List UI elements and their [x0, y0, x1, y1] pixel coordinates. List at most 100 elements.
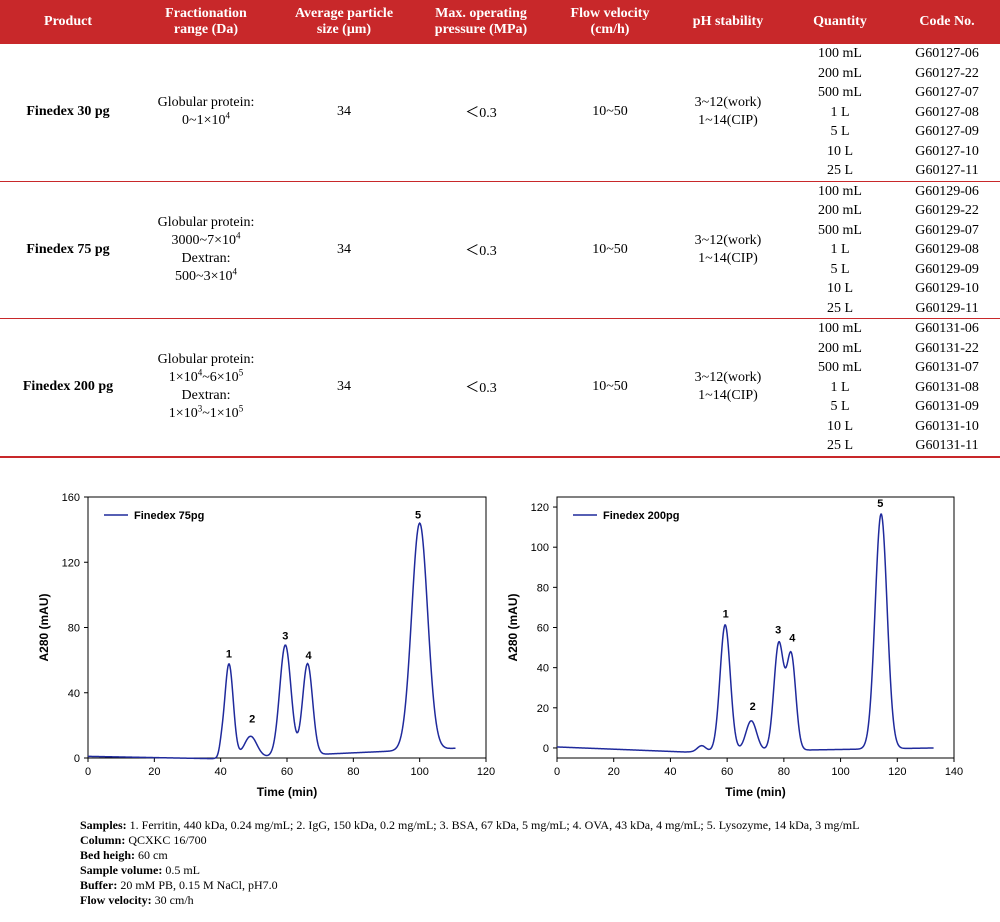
code-list: G60131-06 G60131-22 G60131-07 G60131-08 G601…	[894, 318, 1000, 458]
code-item: G60131-11	[915, 438, 979, 453]
note-value: 30 cm/h	[151, 893, 194, 907]
peak-label: 1	[226, 648, 232, 660]
note-label: Flow velocity:	[80, 893, 152, 907]
peak-label: 5	[877, 498, 883, 510]
x-tick-label: 40	[664, 766, 676, 778]
header-line: Average particle	[294, 6, 394, 21]
range-line: Globular protein:	[157, 214, 255, 230]
product-spec-table: Product Fractionation range (Da) Average …	[0, 0, 1000, 458]
quantity-item: 5 L	[830, 261, 850, 277]
x-tick-label: 100	[831, 766, 849, 778]
product-group: Finedex 30 pg Globular protein: 0~1×104 34 ＜…	[0, 44, 1000, 182]
code-item: G60127-10	[915, 143, 979, 159]
quantity-item: 1 L	[830, 104, 850, 120]
header-particle-size: Average particle size (μm)	[276, 0, 412, 44]
quantity-item: 10 L	[826, 281, 854, 296]
ph-line: 1~14(CIP)	[698, 388, 758, 404]
note-value: 0.5 mL	[162, 863, 201, 877]
code-item: G60131-07	[915, 360, 979, 375]
header-line: range (Da)	[173, 22, 239, 37]
range-line: Globular protein:	[157, 95, 255, 111]
quantity-item: 10 L	[826, 418, 854, 434]
peak-label: 3	[775, 625, 781, 637]
code-item: G60127-08	[915, 104, 979, 120]
code-item: G60129-08	[915, 242, 979, 257]
product-group: Finedex 75 pg Globular protein: 3000~7×104…	[0, 181, 1000, 319]
header-max-pressure: Max. operating pressure (MPa)	[412, 0, 550, 44]
flow-velocity: 10~50	[550, 318, 670, 458]
header-line: Flow velocity	[570, 6, 650, 21]
code-item: G60129-10	[915, 281, 979, 296]
header-line: size (μm)	[316, 22, 372, 37]
code-item: G60129-07	[915, 222, 979, 238]
note-label: Buffer:	[80, 878, 118, 892]
product-name: Finedex 30 pg	[0, 44, 136, 182]
header-product: Product	[0, 0, 136, 44]
code-item: G60131-10	[915, 418, 979, 434]
range-line: 1×103~1×105	[168, 403, 244, 422]
header-flow-velocity: Flow velocity (cm/h)	[550, 0, 670, 44]
table-header-row: Product Fractionation range (Da) Average …	[0, 0, 1000, 44]
x-tick-label: 140	[945, 766, 963, 778]
code-item: G60127-07	[915, 85, 979, 100]
note-label: Sample volume:	[80, 863, 163, 877]
note-value: 60 cm	[135, 848, 168, 862]
flow-velocity: 10~50	[550, 44, 670, 182]
max-pressure: ＜0.3	[412, 181, 550, 319]
peak-label: 2	[750, 701, 756, 713]
y-tick-label: 40	[537, 663, 549, 675]
quantity-item: 100 mL	[818, 321, 862, 336]
range-line: 0~1×104	[182, 110, 230, 129]
code-item: G60131-08	[915, 379, 979, 395]
code-item: G60127-06	[915, 46, 979, 61]
x-tick-label: 0	[554, 766, 560, 778]
max-pressure: ＜0.3	[412, 44, 550, 182]
chromatogram-trace	[87, 521, 456, 760]
ph-line: 3~12(work)	[694, 370, 762, 386]
y-tick-label: 100	[531, 542, 549, 554]
note-line: Samples: 1. Ferritin, 440 kDa, 0.24 mg/m…	[80, 818, 859, 833]
x-tick-label: 60	[281, 766, 293, 778]
code-item: G60131-22	[915, 340, 979, 356]
y-tick-label: 120	[531, 502, 549, 514]
x-tick-label: 100	[410, 766, 428, 778]
legend-label: Finedex 200pg	[603, 510, 679, 522]
chromatogram-finedex-75pg: 0 20 40 60 80 100 120 0 40 80 120 160 Time (min) A280…	[37, 492, 495, 799]
header-ph-stability: pH stability	[670, 0, 786, 44]
ph-stability: 3~12(work) 1~14(CIP)	[670, 181, 786, 319]
ph-stability: 3~12(work) 1~14(CIP)	[670, 44, 786, 182]
x-tick-label: 120	[888, 766, 906, 778]
x-tick-label: 40	[215, 766, 227, 778]
header-code-no: Code No.	[894, 0, 1000, 44]
experiment-notes: Samples: 1. Ferritin, 440 kDa, 0.24 mg/m…	[80, 818, 859, 908]
quantity-item: 5 L	[830, 124, 850, 139]
x-tick-label: 120	[477, 766, 495, 778]
quantity-item: 1 L	[830, 242, 850, 257]
ph-line: 1~14(CIP)	[698, 113, 758, 129]
peak-label: 4	[305, 650, 312, 662]
code-item: G60127-22	[915, 65, 979, 81]
header-line: (cm/h)	[590, 22, 630, 37]
y-tick-label: 0	[543, 743, 549, 755]
fractionation-range: Globular protein: 0~1×104	[136, 44, 276, 182]
fractionation-range: Globular protein: 1×104~6×105 Dextran: 1×10…	[136, 318, 276, 458]
x-tick-label: 0	[85, 766, 91, 778]
header-fractionation-range: Fractionation range (Da)	[136, 0, 276, 44]
quantity-item: 500 mL	[818, 85, 862, 100]
header-line: pressure (MPa)	[434, 22, 528, 37]
chromatogram-trace	[556, 513, 934, 753]
table-row: Finedex 200 pg Globular protein: 1×104~6×1…	[0, 318, 1000, 458]
peak-label: 3	[282, 630, 288, 642]
quantity-item: 500 mL	[818, 360, 862, 375]
quantity-item: 25 L	[826, 438, 854, 453]
y-tick-label: 120	[62, 557, 80, 569]
range-line: 1×104~6×105	[168, 367, 244, 386]
product-name: Finedex 75 pg	[0, 181, 136, 319]
range-line: 3000~7×104	[171, 230, 241, 248]
note-value: 20 mM PB, 0.15 M NaCl, pH7.0	[117, 878, 278, 892]
code-list: G60127-06 G60127-22 G60127-07 G60127-08 G601…	[894, 44, 1000, 182]
code-item: G60129-22	[915, 203, 979, 218]
code-item: G60129-06	[915, 183, 979, 199]
product-name: Finedex 200 pg	[0, 318, 136, 458]
range-line: Dextran:	[181, 388, 231, 404]
